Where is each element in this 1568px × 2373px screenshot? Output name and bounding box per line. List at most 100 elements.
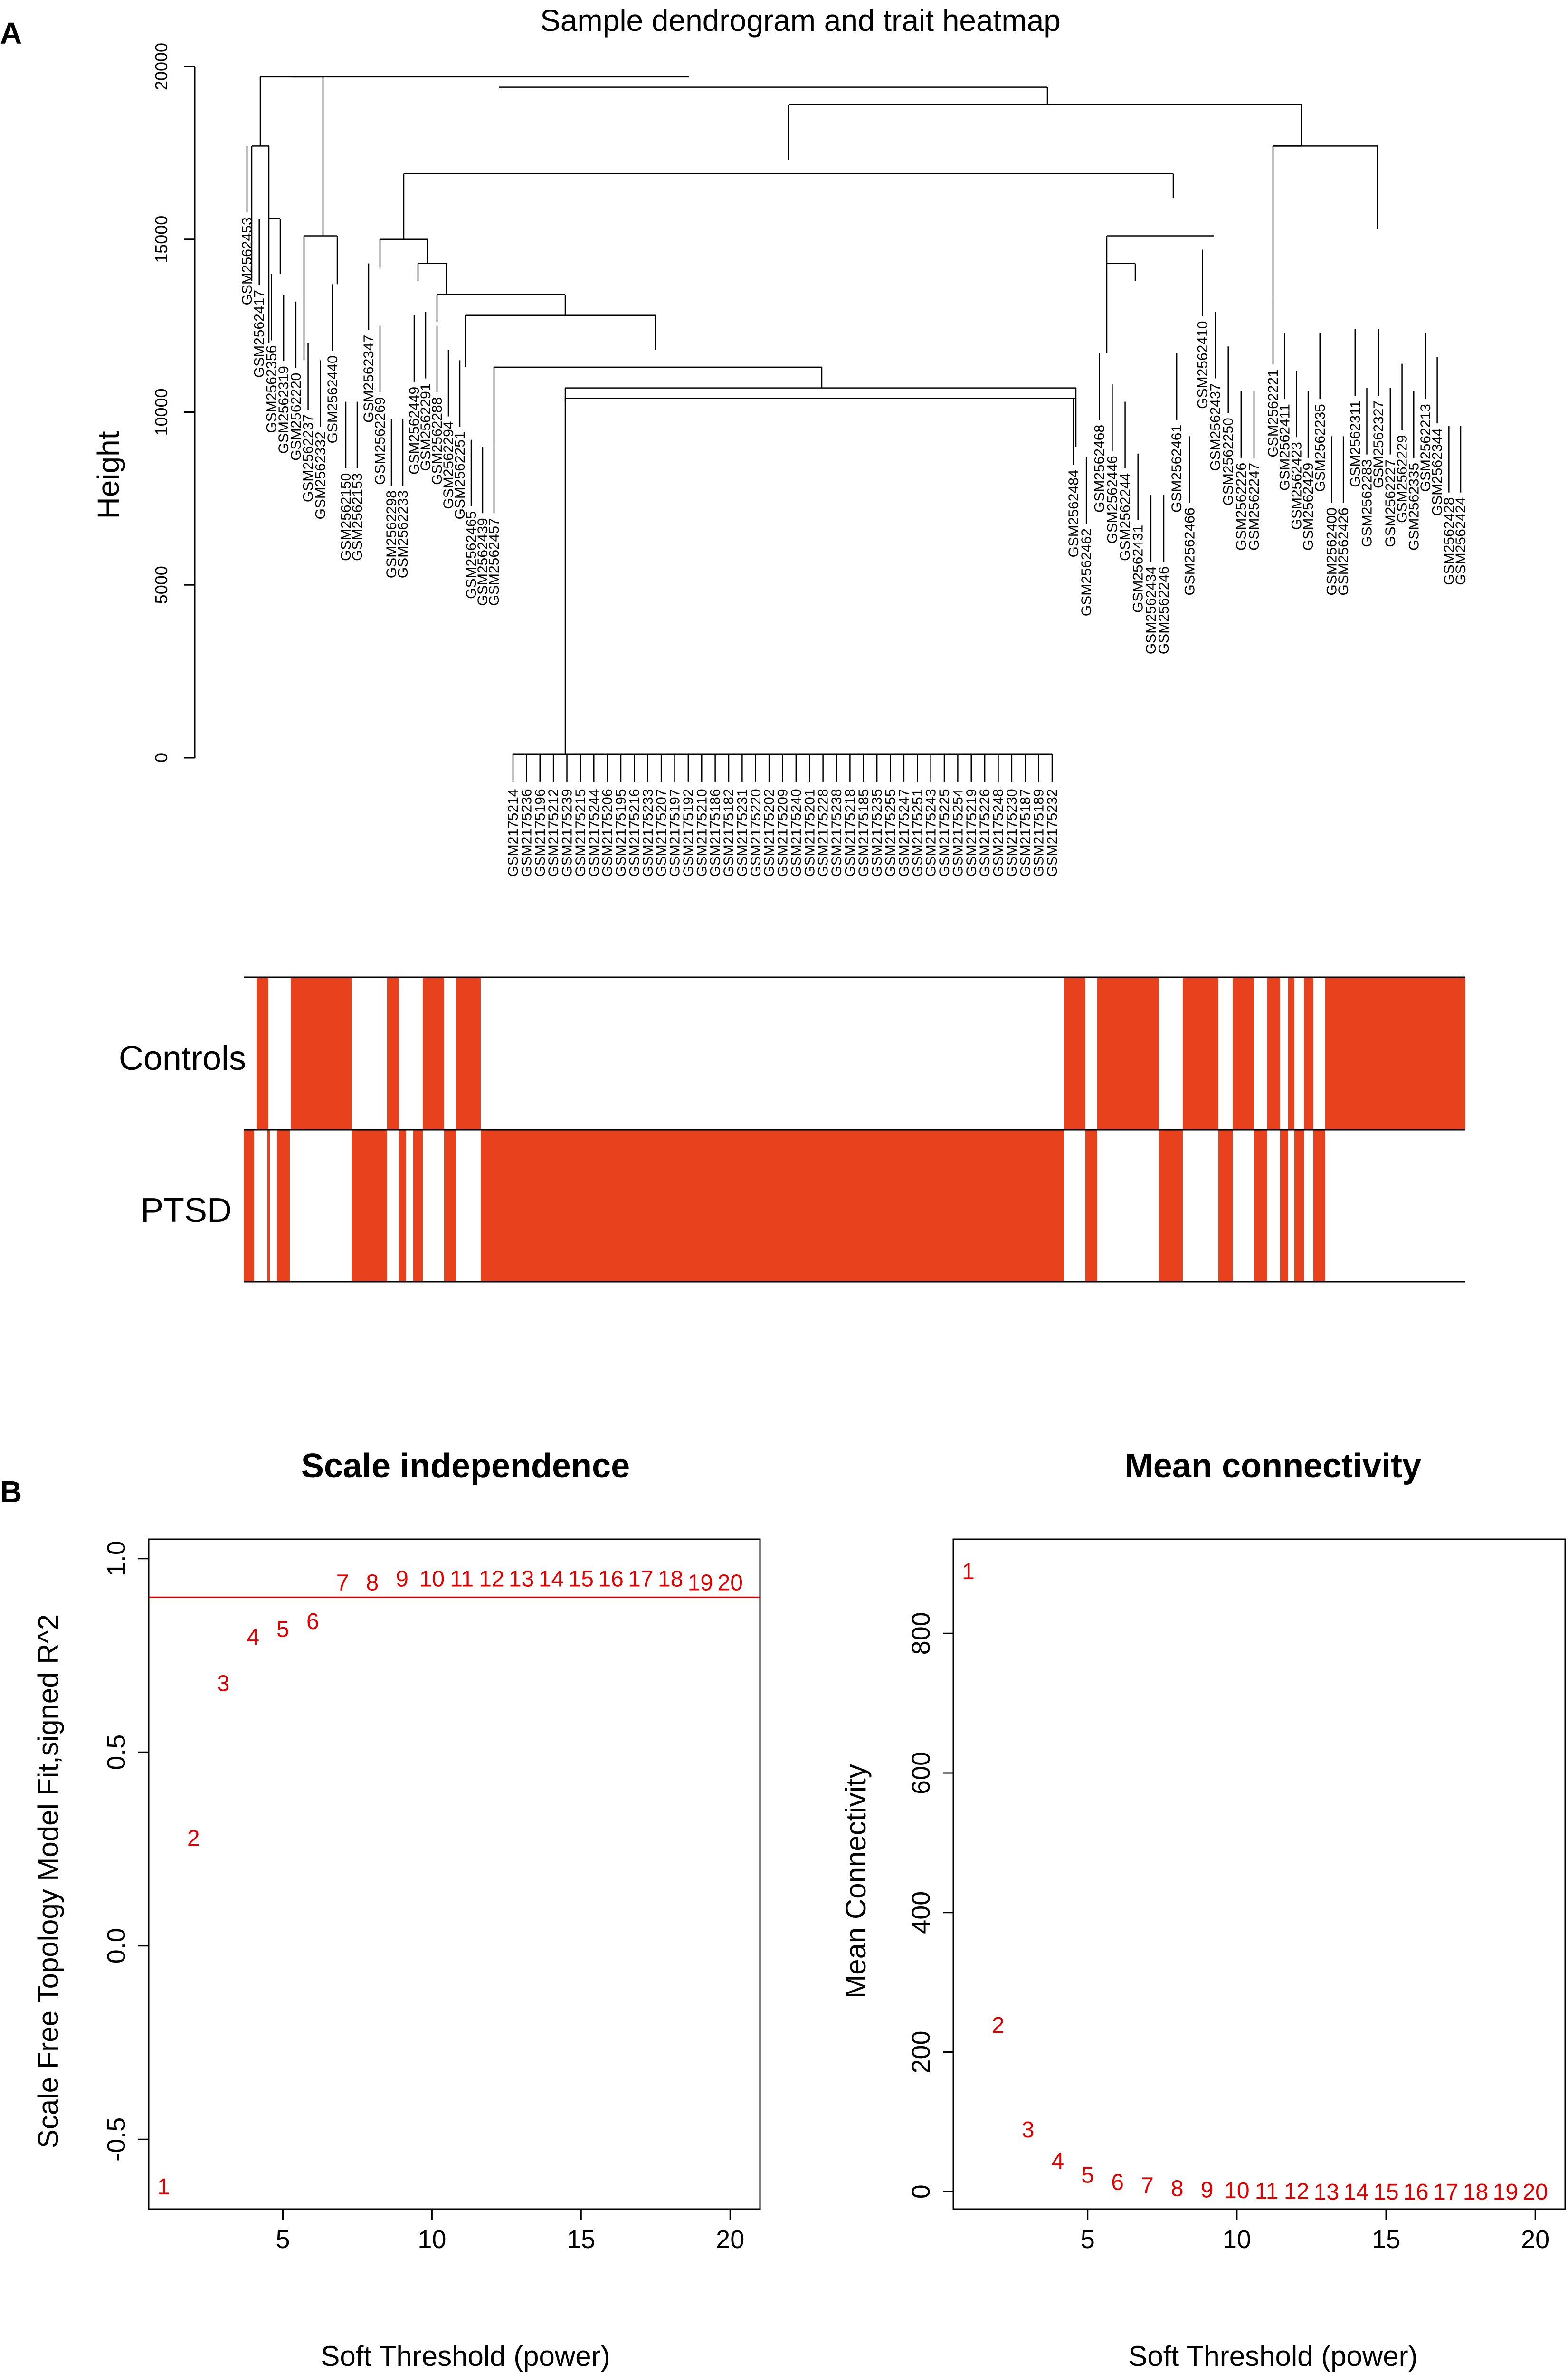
dendrogram-leaf-label: GSM2175202 — [761, 789, 777, 877]
dendrogram-leaf-label: GSM2562426 — [1336, 507, 1351, 595]
dendrogram-leaf-label: GSM2562226 — [1234, 463, 1249, 551]
dendrogram-leaf-label: GSM2562153 — [350, 473, 365, 561]
scale-independence-point-label: 14 — [539, 1567, 564, 1592]
dendrogram-leaf-labels: GSM2175214GSM2175236GSM2175196GSM2175212… — [239, 217, 1469, 877]
dendrogram-leaf-label: GSM2562237 — [301, 414, 316, 502]
mean-connectivity-point-label: 9 — [1201, 2177, 1214, 2202]
scale-independence-y-tick-label: 0.0 — [102, 1928, 131, 1963]
dendrogram-leaf-label: GSM2175201 — [802, 789, 817, 877]
dendrogram-leaf-label: GSM2562449 — [407, 387, 422, 475]
mean-connectivity-point-label: 18 — [1463, 2180, 1488, 2205]
dendrogram-y-tick-label: 15000 — [152, 216, 171, 263]
heatmap-cell-controls — [387, 977, 399, 1130]
dendrogram-leaf-label: GSM2562410 — [1195, 321, 1210, 409]
scale-independence-point-label: 7 — [336, 1571, 349, 1596]
dendrogram-leaf-label: GSM2175195 — [613, 789, 629, 877]
scale-independence-point-label: 8 — [366, 1571, 379, 1596]
panel-b-label: B — [0, 1475, 22, 1509]
dendrogram-leaf-label: GSM2562269 — [372, 397, 388, 485]
heatmap-cell-controls — [1233, 977, 1254, 1130]
dendrogram-leaf-label: GSM2562227 — [1383, 459, 1398, 547]
heatmap-cell-ptsd — [481, 1130, 1064, 1282]
mean-connectivity-y-tick-label: 0 — [907, 2184, 935, 2199]
scale-independence-y-tick-label: -0.5 — [102, 2117, 131, 2162]
scale-independence-point-label: 5 — [276, 1617, 289, 1642]
dendrogram-leaf-label: GSM2175228 — [816, 789, 831, 877]
scale-independence-plot: Scale independence Soft Threshold (power… — [32, 1447, 761, 2372]
dendrogram-leaf-label: GSM2562288 — [429, 397, 445, 485]
dendrogram-leaf-label: GSM2562229 — [1395, 435, 1410, 523]
heatmap-cell-controls — [257, 977, 268, 1130]
dendrogram-leaf-label: GSM2562213 — [1418, 404, 1434, 492]
heatmap-cell-ptsd — [1085, 1130, 1097, 1282]
heatmap-cell-controls — [456, 977, 481, 1130]
scale-independence-point-label: 3 — [217, 1671, 230, 1696]
mean-connectivity-point-label: 16 — [1403, 2180, 1428, 2205]
dendrogram-leaf-label: GSM2175216 — [627, 789, 642, 877]
dendrogram-leaf-label: GSM2562291 — [418, 383, 434, 471]
dendrogram-leaf-label: GSM2175210 — [694, 789, 710, 877]
mean-connectivity-y-tick-label: 400 — [907, 1891, 935, 1934]
scale-independence-point-label: 20 — [718, 1571, 743, 1596]
heatmap-cell-ptsd — [1313, 1130, 1325, 1282]
mean-connectivity-point-label: 19 — [1493, 2180, 1518, 2205]
mean-connectivity-point-label: 4 — [1052, 2149, 1064, 2174]
heatmap-row-label-controls: Controls — [119, 1039, 246, 1077]
dendrogram-leaf-label: GSM2175206 — [600, 789, 616, 877]
dendrogram-leaf-label: GSM2175239 — [560, 789, 575, 877]
scale-independence-point-label: 1 — [157, 2174, 170, 2200]
scale-independence-y-tick-label: 0.5 — [102, 1734, 131, 1770]
dendrogram-leaf-label: GSM2175185 — [856, 789, 872, 877]
dendrogram-leaf-label: GSM2175197 — [667, 789, 683, 877]
scale-independence-xlabel: Soft Threshold (power) — [321, 2340, 610, 2372]
dendrogram-leaf-label: GSM2175215 — [573, 789, 589, 877]
heatmap-cell-ptsd — [267, 1130, 270, 1282]
scale-independence-point-label: 10 — [419, 1567, 445, 1592]
scale-independence-point-label: 16 — [598, 1567, 623, 1592]
heatmap-cell-controls — [1097, 977, 1159, 1130]
dendrogram-leaf-label: GSM2175192 — [681, 789, 696, 877]
heatmap-cell-controls — [1183, 977, 1218, 1130]
mean-connectivity-point-label: 11 — [1255, 2179, 1279, 2204]
dendrogram-leaf-label: GSM2562453 — [239, 217, 255, 305]
scale-independence-x-tick-label: 5 — [276, 2225, 290, 2254]
heatmap-cell-ptsd — [1294, 1130, 1304, 1282]
dendrogram-leaf-label: GSM2562319 — [276, 366, 292, 454]
heatmap-cell-controls — [1288, 977, 1294, 1130]
heatmap-cell-controls — [1325, 977, 1465, 1130]
dendrogram-leaf-label: GSM2175231 — [734, 789, 750, 877]
scale-independence-x-tick-label: 10 — [418, 2225, 446, 2254]
mean-connectivity-xlabel: Soft Threshold (power) — [1128, 2340, 1417, 2372]
mean-connectivity-point-label: 17 — [1433, 2180, 1458, 2205]
dendrogram-y-tick-label: 0 — [152, 753, 171, 762]
dendrogram-leaf-label: GSM2175187 — [1017, 789, 1033, 877]
heatmap-cell-ptsd — [1254, 1130, 1267, 1282]
dendrogram-leaf-label: GSM2562150 — [338, 473, 354, 561]
dendrogram-leaf-label: GSM2175225 — [937, 789, 952, 877]
dendrogram-leaf-label: GSM2175233 — [640, 789, 656, 877]
dendrogram-leaf-label: GSM2562294 — [441, 421, 456, 509]
dendrogram-leaf-label: GSM2175182 — [721, 789, 737, 877]
dendrogram-leaf-label: GSM2562344 — [1430, 428, 1445, 516]
dendrogram-leaf-label: GSM2562461 — [1169, 425, 1185, 513]
scale-independence-point-label: 6 — [306, 1609, 319, 1634]
dendrogram-leaf-label: GSM2562417 — [252, 290, 267, 378]
mean-connectivity-point-label: 6 — [1111, 2170, 1124, 2195]
scale-independence-point-label: 2 — [187, 1826, 200, 1851]
dendrogram-leaf-label: GSM2175220 — [748, 789, 764, 877]
scale-independence-x-tick-label: 15 — [567, 2225, 595, 2254]
dendrogram-leaf-label: GSM2562311 — [1348, 400, 1363, 487]
scale-independence-point-label: 13 — [509, 1567, 534, 1592]
dendrogram-leaf-label: GSM2562244 — [1118, 473, 1133, 561]
scale-independence-point-label: 17 — [628, 1567, 653, 1592]
mean-connectivity-point-label: 10 — [1224, 2178, 1249, 2203]
scale-independence-point-label: 12 — [479, 1567, 504, 1592]
dendrogram-leaf-label: GSM2562468 — [1092, 425, 1107, 513]
dendrogram-leaf-label: GSM2562347 — [361, 335, 377, 423]
mean-connectivity-y-tick-label: 600 — [907, 1752, 935, 1794]
dendrogram-leaf-label: GSM2175254 — [950, 789, 966, 877]
mean-connectivity-point-label: 2 — [992, 2013, 1005, 2038]
dendrogram-leaf-label: GSM2562428 — [1441, 497, 1457, 585]
mean-connectivity-point-label: 1 — [962, 1559, 975, 1584]
